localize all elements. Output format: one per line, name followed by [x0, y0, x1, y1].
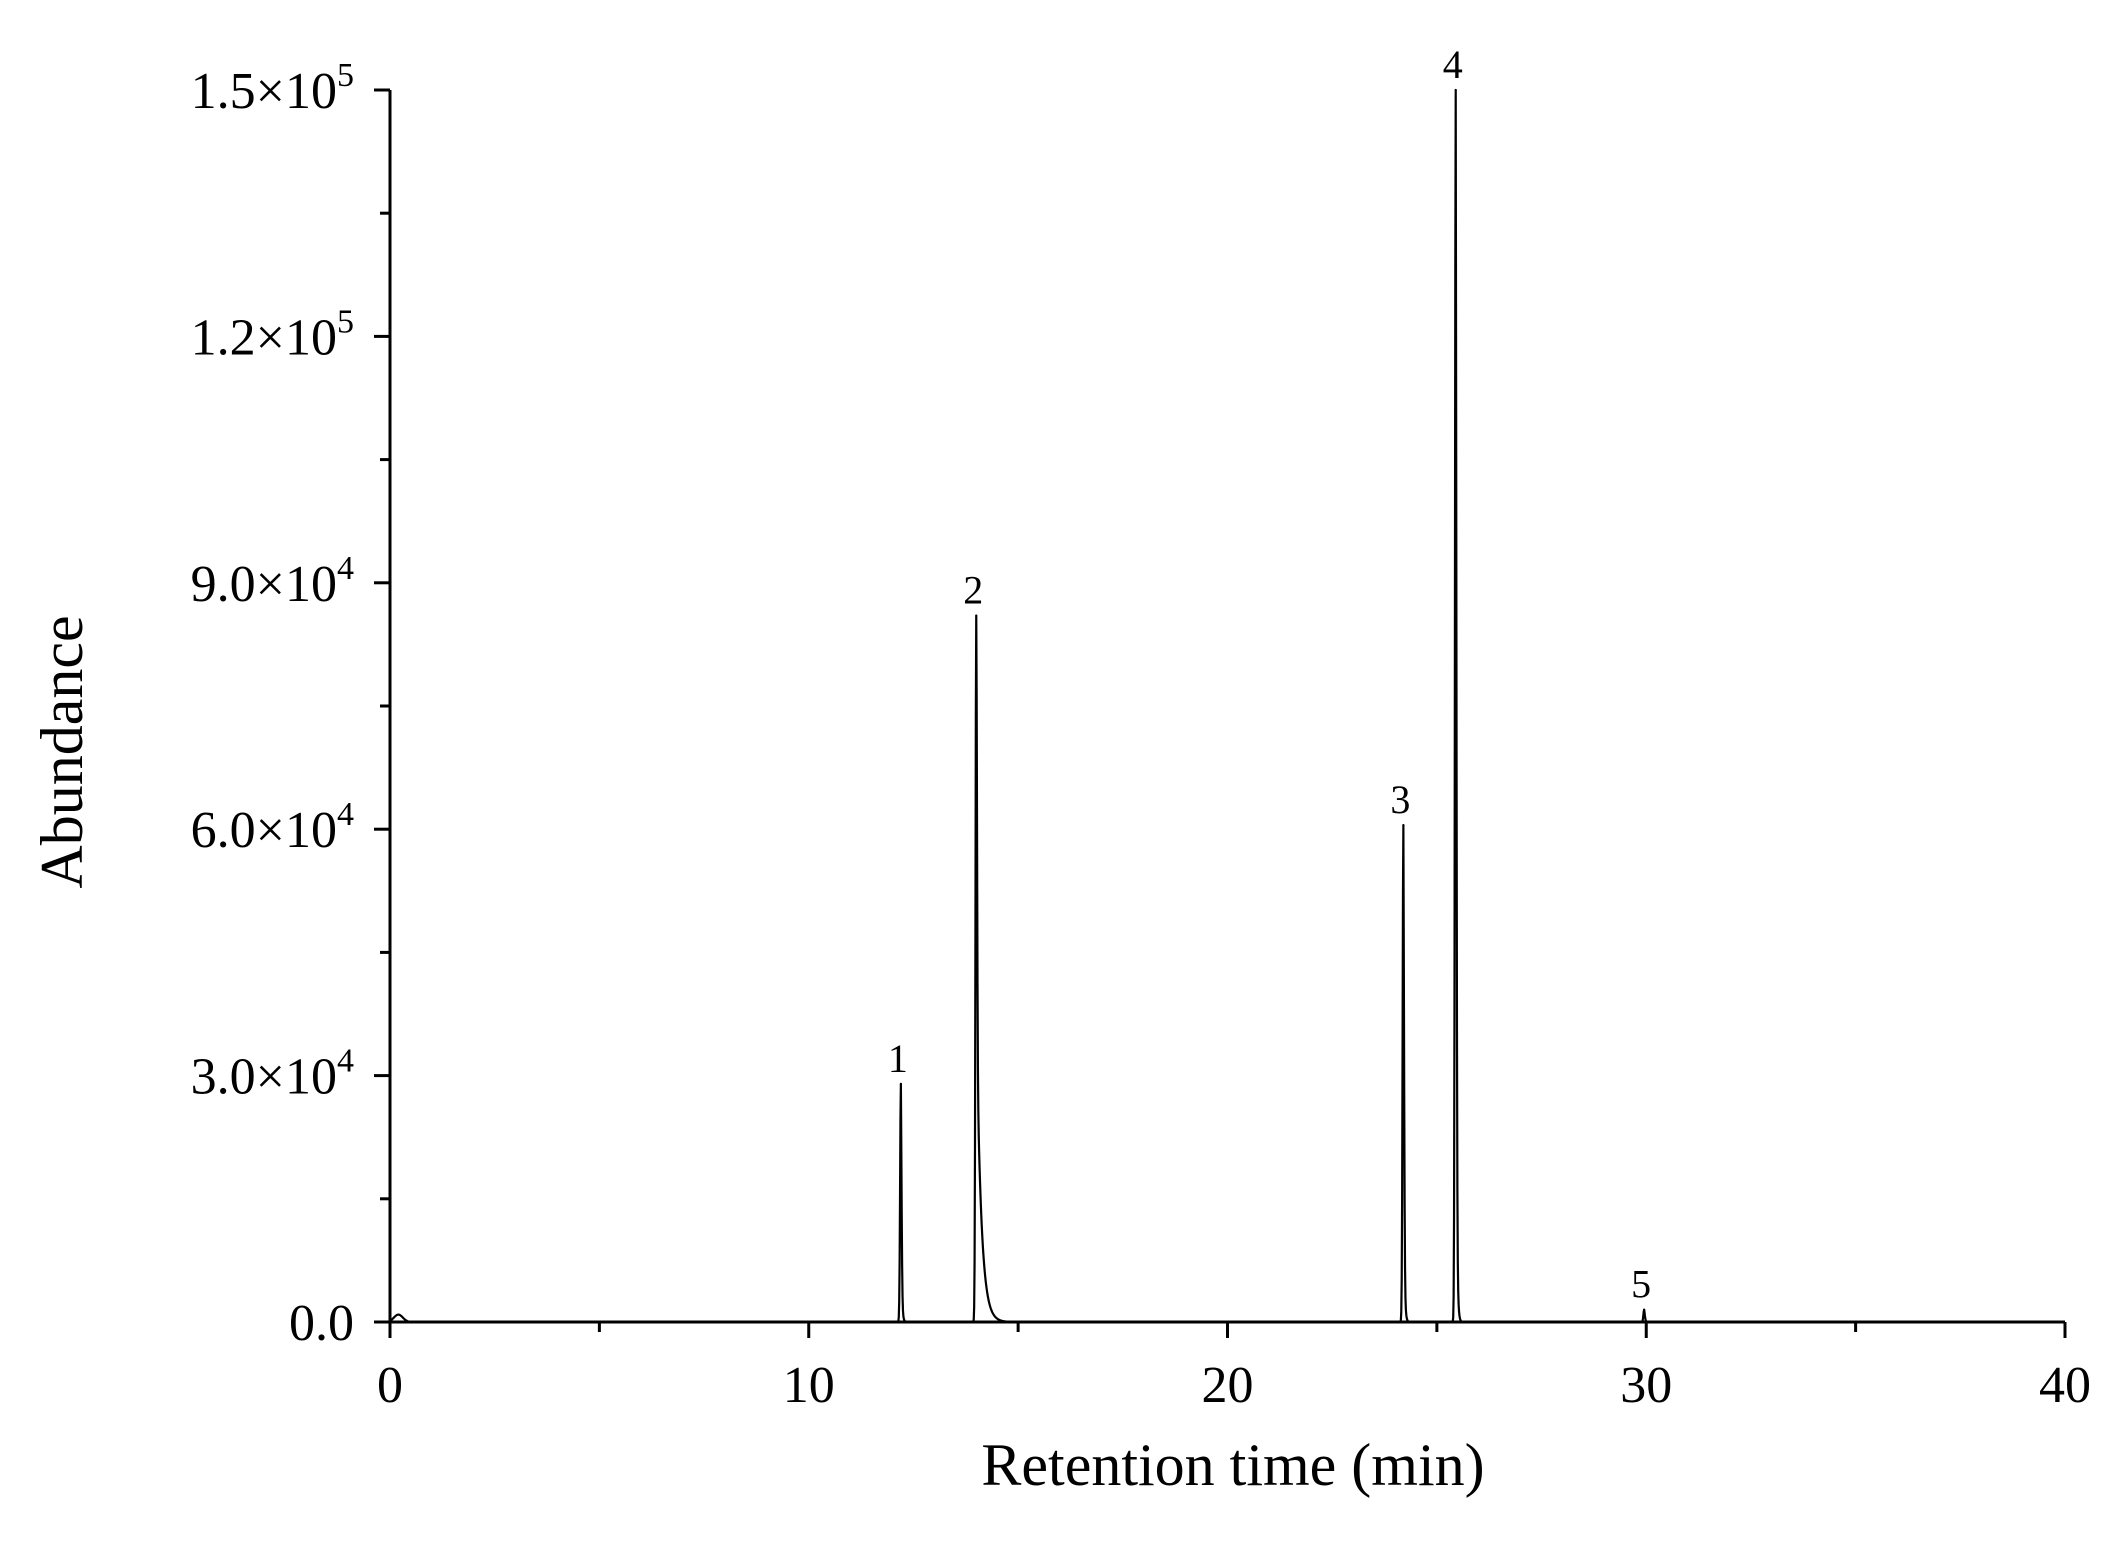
x-tick-label-10: 10 [783, 1357, 835, 1414]
peak-label-4: 4 [1443, 42, 1463, 87]
peak-apex-3 [1402, 824, 1405, 827]
peak-apex-2 [975, 614, 978, 617]
x-axis-label: Retention time (min) [981, 1432, 1484, 1498]
y-tick-label-120000: 1.2×105 [191, 303, 354, 366]
x-tick-label-20: 20 [1202, 1357, 1254, 1414]
peak-label-5: 5 [1631, 1262, 1651, 1307]
peak-apex-1 [899, 1082, 902, 1085]
axes [374, 88, 2067, 1338]
peak-apex-4 [1454, 89, 1457, 91]
y-tick-label-30000: 3.0×104 [191, 1043, 354, 1106]
peak-apex-5 [1643, 1308, 1646, 1311]
y-tick-label-150000: 1.5×105 [191, 57, 354, 120]
y-tick-label-90000: 9.0×104 [191, 550, 354, 613]
y-tick-label-60000: 6.0×104 [191, 796, 354, 859]
x-tick-label-40: 40 [2039, 1357, 2091, 1414]
labels: 0 10 20 30 40 0.0 3.0×104 6.0×104 9.0×104 1.2×105… [191, 42, 2091, 1414]
chromatogram-line [389, 88, 2066, 1324]
y-tick-label-0: 0.0 [289, 1295, 354, 1352]
x-tick-label-30: 30 [1620, 1357, 1672, 1414]
peak-label-2: 2 [963, 568, 983, 613]
y-axis-label: Abundance [29, 615, 95, 888]
trace-group [389, 88, 2066, 1324]
x-tick-label-0: 0 [377, 1357, 403, 1414]
peak-label-1: 1 [888, 1036, 908, 1081]
peak-label-3: 3 [1390, 777, 1410, 822]
